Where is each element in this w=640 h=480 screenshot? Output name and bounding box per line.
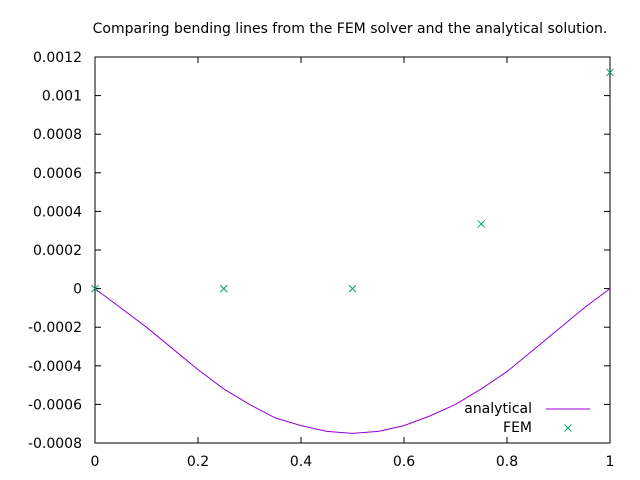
axis-ticks [94, 56, 611, 444]
x-tick-label: 0.4 [290, 454, 312, 470]
y-tick-label: 0.0002 [33, 243, 82, 259]
data-point-fem [91, 284, 99, 293]
chart-title: Comparing bending lines from the FEM sol… [93, 21, 608, 37]
y-tick-label: -0.0004 [28, 359, 82, 375]
y-tick-label: 0.0004 [33, 204, 82, 220]
data-point-fem [477, 220, 486, 228]
x-tick-label: 0 [91, 454, 100, 470]
legend: analytical FEM [464, 401, 590, 436]
series-line-analytical [94, 288, 611, 434]
y-tick-label: -0.0002 [28, 320, 82, 336]
y-axis-labels: -0.0008 -0.0006 -0.0004 -0.0002 0 0.0002 0.000… [28, 50, 82, 452]
legend-marker-fem [564, 424, 572, 432]
y-tick-label: 0.0006 [33, 166, 82, 182]
x-tick-label: 0.8 [496, 454, 518, 470]
plot-border [94, 56, 611, 444]
x-tick-label: 0.6 [393, 454, 415, 470]
series-layer [91, 68, 614, 434]
legend-label-fem: FEM [503, 420, 532, 436]
y-tick-label: -0.0006 [28, 397, 82, 413]
data-point-fem [606, 68, 614, 77]
legend-label-analytical: analytical [464, 401, 532, 417]
data-point-fem [219, 284, 228, 293]
y-tick-label: 0.0012 [33, 50, 82, 66]
y-tick-label: -0.0008 [28, 436, 82, 452]
data-point-fem [348, 284, 357, 293]
x-tick-label: 0.2 [187, 454, 209, 470]
x-tick-label: 1 [606, 454, 615, 470]
y-tick-label: 0.001 [42, 89, 82, 105]
y-tick-label: 0 [73, 282, 82, 298]
y-tick-label: 0.0008 [33, 127, 82, 143]
x-axis-labels: 0 0.2 0.4 0.6 0.8 1 [91, 454, 615, 470]
